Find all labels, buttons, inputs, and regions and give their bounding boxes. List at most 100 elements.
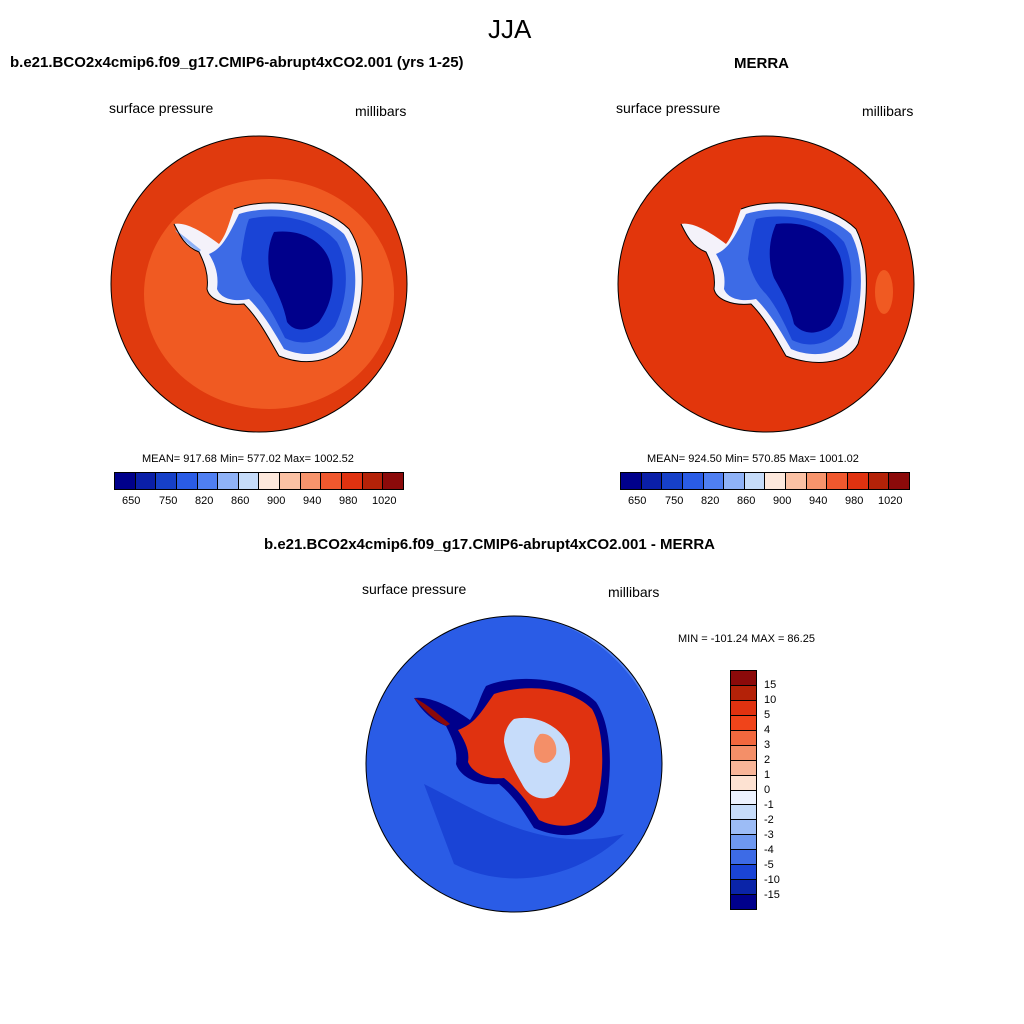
right-map-ice-plateau bbox=[769, 223, 844, 333]
diff-colorbar-tick: -1 bbox=[764, 799, 774, 811]
left-colorbar-swatch bbox=[135, 473, 157, 489]
left-colorbar-swatch bbox=[218, 473, 239, 489]
diff-colorbar-tick: -2 bbox=[764, 814, 774, 826]
diff-colorbar-swatch bbox=[731, 745, 756, 761]
diff-colorbar-tick: -4 bbox=[764, 844, 774, 856]
left-units-label: millibars bbox=[355, 103, 407, 119]
diff-panel-title: b.e21.BCO2x4cmip6.f09_g17.CMIP6-abrupt4x… bbox=[264, 536, 715, 553]
right-colorbar-tick: 820 bbox=[701, 495, 720, 507]
left-colorbar-tick: 1020 bbox=[372, 495, 397, 507]
right-stats: MEAN= 924.50 Min= 570.85 Max= 1001.02 bbox=[647, 453, 859, 465]
left-map-peninsula bbox=[175, 230, 201, 252]
right-colorbar-swatch bbox=[703, 473, 725, 489]
diff-stats: MIN = -101.24 MAX = 86.25 bbox=[678, 633, 815, 645]
diff-colorbar-swatch bbox=[731, 715, 756, 731]
left-map-ice-plateau bbox=[268, 231, 333, 330]
diff-colorbar-swatch bbox=[731, 700, 756, 716]
right-colorbar-swatch bbox=[744, 473, 766, 489]
right-colorbar-swatch bbox=[868, 473, 890, 489]
left-colorbar-tick: 860 bbox=[231, 495, 250, 507]
diff-colorbar-swatch bbox=[731, 685, 756, 701]
right-colorbar bbox=[620, 472, 910, 490]
diff-colorbar-tick: 0 bbox=[764, 784, 771, 796]
left-map-coastline bbox=[173, 202, 363, 363]
diff-map-peninsula bbox=[414, 698, 450, 726]
left-colorbar-tick: 820 bbox=[195, 495, 214, 507]
right-units-label: millibars bbox=[862, 103, 914, 119]
left-colorbar-swatch bbox=[259, 473, 281, 489]
diff-map-antarctica-speckle bbox=[533, 733, 557, 763]
right-colorbar-swatch bbox=[827, 473, 849, 489]
right-colorbar-tick: 650 bbox=[628, 495, 647, 507]
left-colorbar-swatch bbox=[280, 473, 301, 489]
right-map-coastline bbox=[680, 202, 867, 363]
right-colorbar-swatch bbox=[765, 473, 787, 489]
left-colorbar-tick: 940 bbox=[303, 495, 322, 507]
diff-colorbar-tick: 4 bbox=[764, 724, 771, 736]
diff-colorbar-tick: 5 bbox=[764, 709, 771, 721]
diff-colorbar-tick: 15 bbox=[764, 679, 777, 691]
diff-map-dark-blob bbox=[424, 784, 624, 879]
left-colorbar-swatch bbox=[342, 473, 363, 489]
right-map-ocean-patch bbox=[875, 270, 893, 314]
right-colorbar-swatch bbox=[724, 473, 745, 489]
right-colorbar-tick: 980 bbox=[845, 495, 864, 507]
diff-units-label: millibars bbox=[608, 584, 660, 600]
right-colorbar-swatch bbox=[806, 473, 828, 489]
diff-colorbar-swatch bbox=[731, 820, 756, 836]
page-title: JJA bbox=[488, 14, 532, 44]
right-colorbar-tick: 750 bbox=[665, 495, 684, 507]
right-colorbar-tick: 940 bbox=[809, 495, 828, 507]
diff-map bbox=[365, 615, 663, 913]
right-colorbar-swatch bbox=[848, 473, 869, 489]
diff-colorbar-swatch bbox=[731, 775, 756, 791]
diff-colorbar-tick: 2 bbox=[764, 754, 771, 766]
right-colorbar-swatch bbox=[786, 473, 807, 489]
diff-colorbar-swatch bbox=[731, 865, 756, 881]
left-colorbar-swatch bbox=[197, 473, 219, 489]
diff-colorbar-swatch bbox=[731, 671, 756, 686]
left-colorbar-swatch bbox=[115, 473, 136, 489]
left-colorbar-tick: 900 bbox=[267, 495, 286, 507]
diff-colorbar-swatch bbox=[731, 880, 756, 896]
diff-colorbar-tick: 10 bbox=[764, 694, 777, 706]
diff-colorbar-swatch bbox=[731, 730, 756, 746]
diff-colorbar-tick: -15 bbox=[764, 889, 780, 901]
left-colorbar-swatch bbox=[300, 473, 322, 489]
right-colorbar-swatch bbox=[682, 473, 704, 489]
right-colorbar-swatch bbox=[889, 473, 909, 489]
diff-colorbar-swatch bbox=[731, 760, 756, 776]
left-colorbar-tick: 980 bbox=[339, 495, 358, 507]
diff-colorbar-tick: -10 bbox=[764, 874, 780, 886]
left-colorbar bbox=[114, 472, 404, 490]
left-colorbar-tick: 650 bbox=[122, 495, 141, 507]
left-map bbox=[110, 135, 408, 433]
diff-colorbar-swatch bbox=[731, 790, 756, 806]
diff-variable-label: surface pressure bbox=[362, 581, 467, 597]
right-colorbar-swatch bbox=[621, 473, 642, 489]
right-panel-title: MERRA bbox=[734, 55, 789, 72]
left-variable-label: surface pressure bbox=[109, 100, 214, 116]
right-map bbox=[617, 135, 915, 433]
left-colorbar-swatch bbox=[156, 473, 177, 489]
left-stats: MEAN= 917.68 Min= 577.02 Max= 1002.52 bbox=[142, 453, 354, 465]
diff-colorbar-tick: -5 bbox=[764, 859, 774, 871]
right-variable-label: surface pressure bbox=[616, 100, 721, 116]
left-colorbar-swatch bbox=[321, 473, 343, 489]
right-colorbar-swatch bbox=[662, 473, 683, 489]
diff-colorbar-swatch bbox=[731, 835, 756, 851]
left-colorbar-swatch bbox=[362, 473, 384, 489]
diff-colorbar-tick: 1 bbox=[764, 769, 771, 781]
left-panel-title: b.e21.BCO2x4cmip6.f09_g17.CMIP6-abrupt4x… bbox=[10, 54, 464, 71]
right-colorbar-tick: 900 bbox=[773, 495, 792, 507]
left-colorbar-swatch bbox=[238, 473, 260, 489]
right-colorbar-swatch bbox=[641, 473, 663, 489]
diff-colorbar bbox=[730, 670, 757, 910]
left-colorbar-tick: 750 bbox=[159, 495, 178, 507]
diff-colorbar-swatch bbox=[731, 805, 756, 821]
diff-colorbar-swatch bbox=[731, 850, 756, 866]
left-colorbar-swatch bbox=[383, 473, 403, 489]
diff-colorbar-swatch bbox=[731, 895, 756, 909]
right-colorbar-tick: 1020 bbox=[878, 495, 903, 507]
diff-colorbar-tick: -3 bbox=[764, 829, 774, 841]
